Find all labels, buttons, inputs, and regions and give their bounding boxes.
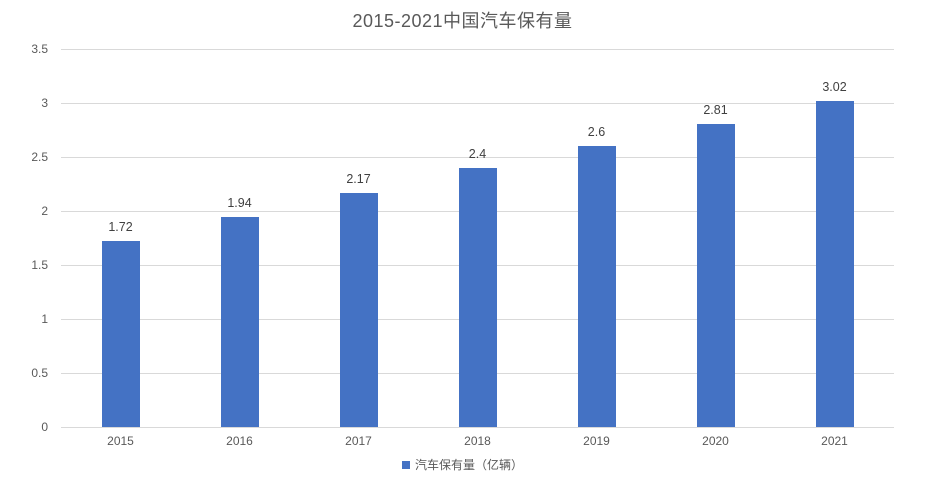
data-label-2020: 2.81: [703, 102, 728, 117]
gridline: [61, 49, 894, 50]
y-tick-label: 1.5: [31, 258, 48, 272]
data-label-2018: 2.4: [468, 146, 487, 161]
gridline: [61, 103, 894, 104]
data-label-2015: 1.72: [108, 220, 133, 235]
bar-2018: [458, 167, 497, 427]
bar-2021: [815, 100, 854, 427]
chart-title: 2015-2021中国汽车保有量: [352, 11, 573, 31]
x-tick-label-2021: 2021: [821, 434, 848, 448]
x-tick-label-2020: 2020: [702, 434, 729, 448]
bar-2016: [220, 217, 259, 427]
x-tick-label-2016: 2016: [226, 434, 253, 448]
x-tick-label-2017: 2017: [345, 434, 372, 448]
y-tick-label: 3.5: [31, 42, 48, 56]
x-tick-label-2015: 2015: [107, 434, 134, 448]
y-tick-label: 0.5: [31, 366, 48, 380]
x-tick-label-2018: 2018: [464, 434, 491, 448]
bar-2015: [101, 241, 140, 427]
x-tick-label-2019: 2019: [583, 434, 610, 448]
bar-2020: [696, 123, 735, 427]
data-label-2017: 2.17: [346, 171, 371, 186]
data-label-2019: 2.6: [587, 125, 606, 140]
gridline: [61, 427, 894, 428]
bar-2017: [339, 192, 378, 427]
y-tick-label: 2.5: [31, 150, 48, 164]
legend-series-label: 汽车保有量（亿辆）: [414, 458, 523, 472]
y-tick-label: 3: [41, 96, 48, 110]
y-tick-label: 0: [41, 420, 48, 434]
gridline: [61, 157, 894, 158]
bar-2019: [577, 146, 616, 427]
legend: 汽车保有量（亿辆）: [0, 456, 925, 473]
data-label-2016: 1.94: [227, 196, 252, 211]
data-label-2021: 3.02: [822, 79, 847, 94]
y-tick-label: 1: [41, 312, 48, 326]
y-tick-label: 2: [41, 204, 48, 218]
legend-series-marker-icon: [401, 460, 410, 469]
